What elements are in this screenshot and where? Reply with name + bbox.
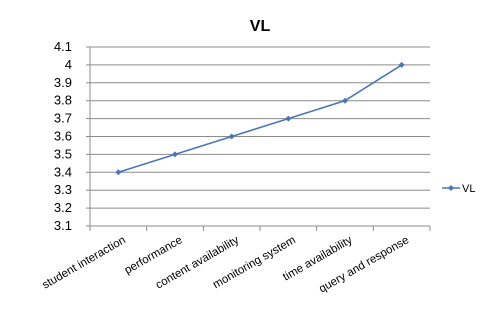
data-point	[398, 61, 405, 68]
y-tick-label: 3.9	[54, 75, 72, 90]
data-point	[285, 115, 292, 122]
data-point	[228, 133, 235, 140]
series-line	[118, 64, 403, 174]
legend: VL	[442, 183, 475, 195]
y-tick-label: 3.7	[54, 111, 72, 126]
data-point	[115, 169, 122, 176]
grid	[90, 46, 430, 209]
data-point	[342, 97, 348, 104]
y-tick-label: 3.3	[54, 182, 72, 197]
data-point	[172, 151, 178, 158]
y-tick-labels: 3.1 3.2 3.3 3.4 3.5 3.6 3.7 3.8 3.9 4 4.1	[54, 39, 72, 233]
axes	[86, 46, 431, 231]
series	[115, 61, 405, 176]
y-tick-label: 3.1	[54, 218, 72, 233]
y-tick-label: 3.4	[54, 164, 72, 179]
y-tick-label: 3.6	[54, 129, 72, 144]
y-tick-label: 4.1	[54, 39, 72, 54]
y-tick-label: 3.5	[54, 146, 72, 161]
legend-marker	[448, 185, 454, 191]
y-tick-label: 3.8	[54, 93, 72, 108]
y-tick-label: 3.2	[54, 200, 72, 215]
y-tick-label: 4	[65, 57, 72, 72]
chart-title: VL	[250, 18, 271, 35]
legend-label: VL	[462, 183, 475, 195]
